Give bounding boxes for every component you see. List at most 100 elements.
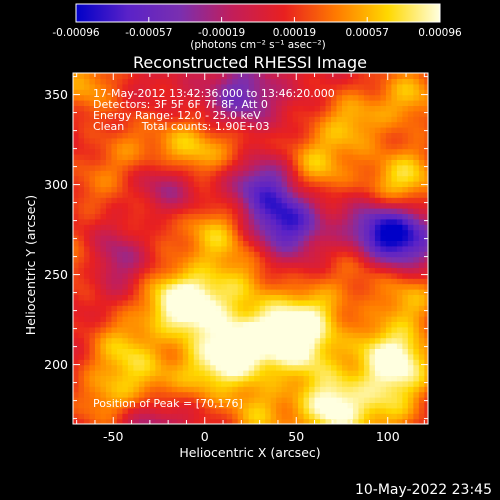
heatmap-cell xyxy=(402,224,409,231)
heatmap-cell xyxy=(320,186,327,193)
heatmap-cell xyxy=(171,337,178,344)
heatmap-cell xyxy=(270,73,277,79)
heatmap-cell xyxy=(325,224,332,231)
heatmap-cell xyxy=(89,418,96,424)
heatmap-cell xyxy=(248,370,255,376)
heatmap-cell xyxy=(144,348,151,355)
heatmap-cell xyxy=(204,272,211,279)
chart-title: Reconstructed RHESSI Image xyxy=(133,53,367,72)
heatmap-cell xyxy=(259,375,266,382)
heatmap-cell xyxy=(281,289,288,295)
heatmap-cell xyxy=(336,143,343,150)
heatmap-cell xyxy=(78,310,85,317)
heatmap-cell xyxy=(100,391,107,398)
heatmap-cell xyxy=(78,73,85,79)
heatmap-cell xyxy=(396,83,403,90)
heatmap-cell xyxy=(127,94,134,101)
heatmap-cell xyxy=(138,105,145,112)
heatmap-cell xyxy=(331,240,338,247)
heatmap-cell xyxy=(171,181,178,187)
heatmap-cell xyxy=(122,132,129,139)
heatmap-cell xyxy=(358,170,365,177)
heatmap-cell xyxy=(298,137,305,144)
heatmap-cell xyxy=(226,148,233,155)
heatmap-cell xyxy=(215,337,222,344)
heatmap-cell xyxy=(116,375,124,382)
heatmap-cell xyxy=(193,213,200,220)
heatmap-cell xyxy=(314,245,321,252)
heatmap-cell xyxy=(204,370,211,376)
heatmap-cell xyxy=(221,278,228,285)
heatmap-cell xyxy=(155,402,162,409)
heatmap-cell xyxy=(270,407,277,414)
heatmap-cell xyxy=(358,137,365,144)
heatmap-cell xyxy=(171,380,178,387)
heatmap-cell xyxy=(155,413,162,420)
heatmap-cell xyxy=(380,213,387,220)
heatmap-cell xyxy=(309,359,316,366)
heatmap-cell xyxy=(396,337,403,344)
heatmap-cell xyxy=(188,256,195,263)
heatmap-cell xyxy=(347,299,354,306)
heatmap-cell xyxy=(341,316,349,322)
heatmap-cell xyxy=(166,148,173,155)
heatmap-cell xyxy=(336,159,343,166)
heatmap-cell xyxy=(94,294,102,301)
heatmap-cell xyxy=(160,418,167,424)
heatmap-cell xyxy=(402,127,409,133)
heatmap-cell xyxy=(352,94,360,101)
heatmap-cell xyxy=(237,181,244,187)
heatmap-cell xyxy=(144,267,151,274)
heatmap-cell xyxy=(94,181,102,187)
heatmap-cell xyxy=(303,110,310,117)
heatmap-cell xyxy=(292,224,299,231)
heatmap-cell xyxy=(341,391,349,398)
heatmap-cell xyxy=(402,73,409,79)
heatmap-cell xyxy=(248,170,255,177)
heatmap-cell xyxy=(204,359,211,366)
heatmap-cell xyxy=(254,418,261,424)
heatmap-cell xyxy=(83,343,91,349)
heatmap-cell xyxy=(265,348,272,355)
heatmap-cell xyxy=(287,310,294,317)
heatmap-cell xyxy=(215,197,222,204)
heatmap-cell xyxy=(309,159,316,166)
heatmap-cell xyxy=(314,256,321,263)
heatmap-cell xyxy=(292,213,299,220)
heatmap-cell xyxy=(254,235,261,241)
heatmap-cell xyxy=(149,105,156,112)
heatmap-cell xyxy=(402,267,409,274)
heatmap-cell xyxy=(204,191,211,198)
heatmap-cell xyxy=(248,100,255,106)
heatmap-cell xyxy=(116,208,124,214)
heatmap-cell xyxy=(237,278,244,285)
heatmap-cell xyxy=(287,100,294,106)
heatmap-cell xyxy=(177,197,184,204)
heatmap-cell xyxy=(276,386,283,393)
heatmap-cell xyxy=(160,316,167,322)
heatmap-cell xyxy=(89,148,96,155)
heatmap-cell xyxy=(226,278,233,285)
heatmap-cell xyxy=(221,143,228,150)
heatmap-cell xyxy=(94,121,102,128)
heatmap-cell xyxy=(391,272,398,279)
heatmap-cell xyxy=(336,181,343,187)
heatmap-cell xyxy=(281,267,288,274)
heatmap-cell xyxy=(418,370,425,376)
heatmap-cell xyxy=(149,397,156,403)
heatmap-cell xyxy=(336,337,343,344)
heatmap-cell xyxy=(116,89,124,96)
heatmap-cell xyxy=(314,343,321,349)
heatmap-cell xyxy=(188,191,195,198)
heatmap-cell xyxy=(402,164,409,171)
heatmap-cell xyxy=(193,110,200,117)
heatmap-cell xyxy=(171,402,178,409)
heatmap-cell xyxy=(391,413,398,420)
heatmap-cell xyxy=(94,278,102,285)
heatmap-cell xyxy=(374,213,382,220)
heatmap-cell xyxy=(276,262,283,268)
heatmap-cell xyxy=(270,321,277,328)
heatmap-cell xyxy=(94,213,102,220)
heatmap-cell xyxy=(396,397,403,403)
heatmap-cell xyxy=(254,94,261,101)
